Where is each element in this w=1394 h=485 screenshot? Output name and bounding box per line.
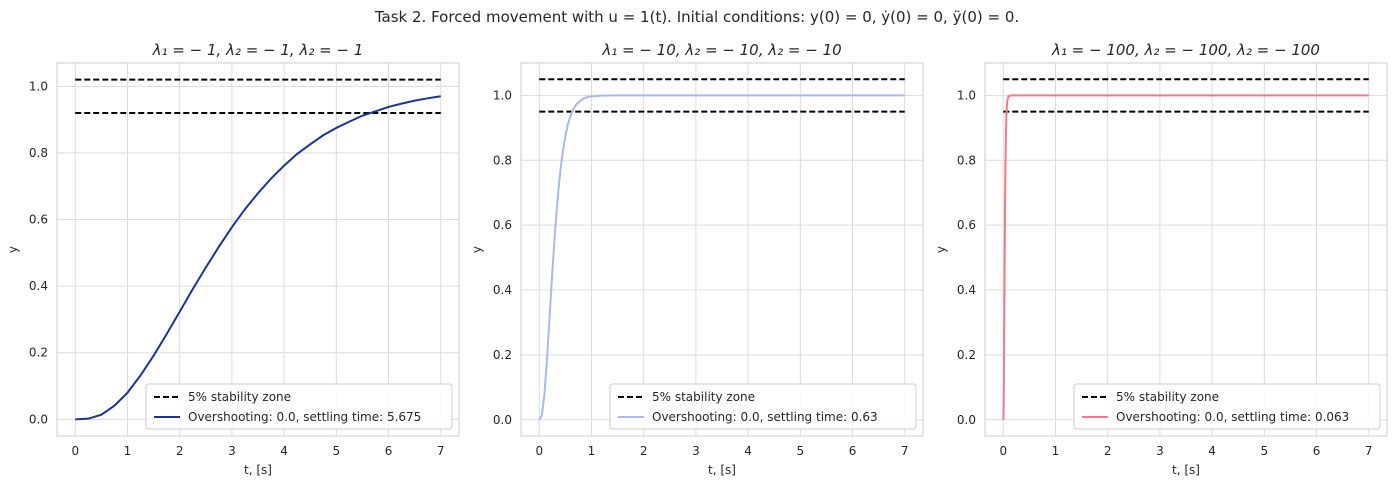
y-axis-label: y (470, 246, 484, 253)
x-tick-label: 4 (744, 444, 752, 458)
legend-box (609, 383, 917, 430)
x-tick-label: 3 (1156, 444, 1164, 458)
legend: 5% stability zone Overshooting: 0.0, sett… (609, 383, 917, 430)
y-tick-label: 1.0 (957, 88, 976, 102)
figure-title: Task 2. Forced movement with u = 1(t). I… (374, 8, 1020, 26)
x-tick-label: 7 (901, 444, 909, 458)
response-line (1002, 94, 1369, 420)
x-tick-label: 7 (437, 444, 445, 458)
legend: 5% stability zone Overshooting: 0.0, sett… (145, 383, 453, 430)
x-tick-label: 0 (71, 444, 79, 458)
x-tick-label: 6 (849, 444, 857, 458)
x-axis-label: t, [s] (1172, 463, 1200, 477)
y-tick-label: 0.6 (957, 218, 976, 232)
y-tick-label: 0.8 (957, 153, 976, 167)
chart-panel-2: 0 1 2 3 4 5 6 7 0.0 0.2 0.4 0.6 0.8 1.0 t, [s] y λ₁ = − … (470, 41, 924, 477)
plot-frame (520, 62, 924, 437)
chart-title: λ₁ = − 1, λ₂ = − 1, λ₂ = − 1 (152, 41, 364, 59)
legend-box (145, 383, 453, 430)
y-tick-label: 0.0 (493, 413, 512, 427)
response-line (538, 94, 905, 421)
y-tick-label: 0.4 (493, 283, 512, 297)
x-axis-label: t, [s] (244, 463, 272, 477)
x-tick-label: 2 (1104, 444, 1112, 458)
legend-label-response: Overshooting: 0.0, settling time: 5.675 (188, 410, 421, 424)
x-tick-label: 2 (176, 444, 184, 458)
chart-title: λ₁ = − 100, λ₂ = − 100, λ₂ = − 100 (1051, 41, 1320, 59)
y-tick-label: 0.8 (493, 153, 512, 167)
y-tick-label: 0.8 (29, 146, 48, 160)
chart-panel-1: 0 1 2 3 4 5 6 7 0.0 0.2 0.4 0.6 0.8 1.0 t, [s] y λ₁ = − … (6, 41, 460, 477)
x-tick-label: 4 (1208, 444, 1216, 458)
legend-box (1073, 383, 1381, 430)
x-tick-label: 5 (796, 444, 804, 458)
plot-frame (984, 62, 1388, 437)
x-tick-label: 5 (1260, 444, 1268, 458)
y-tick-label: 0.4 (29, 279, 48, 293)
y-tick-label: 0.2 (957, 348, 976, 362)
legend-label-zone: 5% stability zone (1116, 390, 1219, 404)
x-tick-label: 6 (385, 444, 393, 458)
y-tick-label: 0.6 (493, 218, 512, 232)
x-tick-label: 0 (535, 444, 543, 458)
y-tick-label: 1.0 (29, 79, 48, 93)
y-axis-label: y (6, 246, 20, 253)
y-axis-label: y (934, 246, 948, 253)
legend-label-response: Overshooting: 0.0, settling time: 0.63 (652, 410, 878, 424)
chart-title: λ₁ = − 10, λ₂ = − 10, λ₂ = − 10 (601, 41, 841, 59)
y-tick-label: 0.6 (29, 213, 48, 227)
x-tick-label: 1 (1052, 444, 1060, 458)
x-tick-label: 2 (640, 444, 648, 458)
y-tick-label: 0.0 (29, 412, 48, 426)
x-tick-label: 4 (280, 444, 288, 458)
x-axis-label: t, [s] (708, 463, 736, 477)
x-tick-label: 3 (692, 444, 700, 458)
chart-panel-3: 0 1 2 3 4 5 6 7 0.0 0.2 0.4 0.6 0.8 1.0 t, [s] y λ₁ = − … (934, 41, 1388, 477)
y-tick-label: 0.2 (29, 346, 48, 360)
x-tick-label: 0 (999, 444, 1007, 458)
y-tick-label: 0.4 (957, 283, 976, 297)
y-tick-label: 1.0 (493, 88, 512, 102)
x-tick-label: 3 (228, 444, 236, 458)
legend-label-zone: 5% stability zone (188, 390, 291, 404)
x-tick-label: 1 (588, 444, 596, 458)
legend-label-zone: 5% stability zone (652, 390, 755, 404)
x-tick-label: 7 (1365, 444, 1373, 458)
legend: 5% stability zone Overshooting: 0.0, sett… (1073, 383, 1381, 430)
y-tick-label: 0.0 (957, 413, 976, 427)
legend-label-response: Overshooting: 0.0, settling time: 0.063 (1116, 410, 1349, 424)
response-line (75, 95, 441, 421)
plot-frame (56, 62, 460, 437)
x-tick-label: 6 (1313, 444, 1321, 458)
x-tick-label: 1 (124, 444, 132, 458)
x-tick-label: 5 (332, 444, 340, 458)
y-tick-label: 0.2 (493, 348, 512, 362)
